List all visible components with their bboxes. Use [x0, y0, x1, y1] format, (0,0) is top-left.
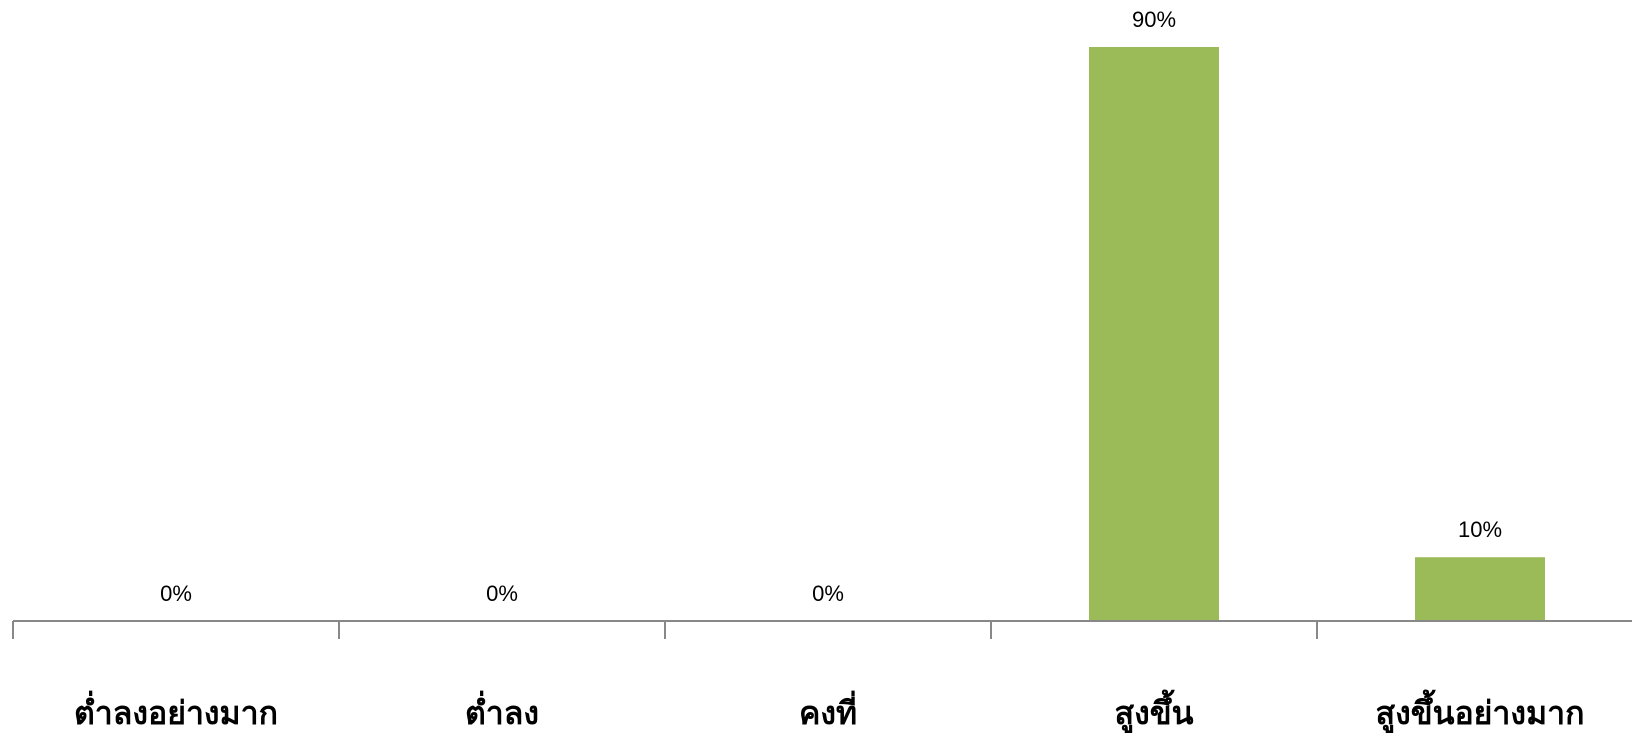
x-axis: ต่ำลงอย่างมาก ต่ำลง คงที่ สูงขึ้น สูงขึ้นอย่…: [12, 620, 1632, 734]
data-labels-group: 0% 0% 0% 90% 10%: [160, 7, 1502, 606]
data-label: 0%: [160, 581, 192, 606]
bar: [1089, 47, 1219, 621]
data-label: 10%: [1458, 517, 1502, 542]
data-label: 0%: [812, 581, 844, 606]
data-label: 0%: [486, 581, 518, 606]
bars-group: [1089, 47, 1545, 621]
category-labels-group: ต่ำลงอย่างมาก ต่ำลง คงที่ สูงขึ้น สูงขึ้นอย่…: [74, 689, 1584, 734]
category-label: สูงขึ้น: [1115, 689, 1194, 734]
bar: [1415, 557, 1545, 621]
category-label: สูงขึ้นอย่างมาก: [1376, 689, 1585, 734]
category-label: คงที่: [799, 690, 857, 732]
x-axis-ticks: [12, 621, 1318, 639]
data-label: 90%: [1132, 7, 1176, 32]
category-label: ต่ำลงอย่างมาก: [74, 690, 278, 732]
category-label: ต่ำลง: [465, 690, 539, 732]
